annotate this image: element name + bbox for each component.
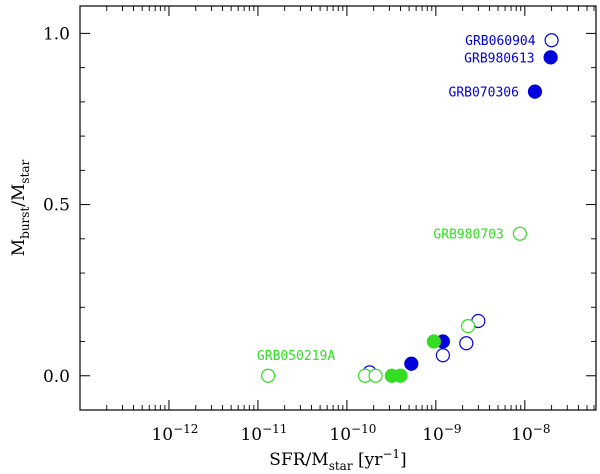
x-tick-labels: 10−12 10−11 10−10 10−9 10−8 xyxy=(151,422,550,445)
annotation-label: GRB070306 xyxy=(449,86,519,101)
green-open-point xyxy=(368,368,383,383)
y-tick-label: 0.5 xyxy=(43,196,70,216)
blue-filled-point xyxy=(543,50,558,65)
y-label-sep: /M xyxy=(9,184,29,207)
x-tick-base: 10 xyxy=(329,425,351,445)
blue-filled-point xyxy=(404,356,419,371)
x-tick-base: 10 xyxy=(151,425,173,445)
blue-open-point xyxy=(435,348,451,363)
annotation-label: GRB050219A xyxy=(257,349,335,364)
x-tick-base: 10 xyxy=(511,425,533,445)
x-tick-base: 10 xyxy=(422,425,444,445)
green-open-point xyxy=(260,368,276,383)
x-label-sup: −1 xyxy=(382,447,400,461)
y-label-sub2: star xyxy=(18,159,32,183)
y-label-sub1: burst xyxy=(18,207,32,239)
x-tick-label: 10−8 xyxy=(511,422,550,445)
axis-ticks xyxy=(80,6,596,411)
annotation-label: GRB060904 xyxy=(465,34,536,49)
x-tick-base: 10 xyxy=(240,425,262,445)
y-tick-labels: 0.0 0.5 1.0 xyxy=(43,24,70,386)
x-tick-label: 10−11 xyxy=(240,422,287,445)
green-open-point xyxy=(460,319,476,334)
point-annotations: GRB060904 GRB980613 GRB070306 GRB980703 GRB0… xyxy=(257,34,536,364)
annotation-label: GRB980703 xyxy=(433,228,503,243)
x-tick-exp: −10 xyxy=(351,422,376,436)
x-axis-label: SFR/Mstar [yr−1] xyxy=(269,447,406,473)
y-tick-label: 0.0 xyxy=(43,367,70,387)
blue-open-point xyxy=(544,33,559,48)
x-tick-label: 10−10 xyxy=(329,422,376,445)
x-tick-label: 10−9 xyxy=(422,422,461,445)
x-label-sub: star xyxy=(329,459,353,473)
y-label-main: M xyxy=(9,239,29,256)
x-tick-exp: −11 xyxy=(262,422,287,436)
data-points xyxy=(260,33,559,383)
x-tick-exp: −8 xyxy=(533,422,551,436)
x-tick-exp: −12 xyxy=(173,422,198,436)
annotation-label: GRB980613 xyxy=(464,51,534,66)
blue-open-point xyxy=(459,336,474,351)
green-filled-point xyxy=(393,368,408,383)
plot-frame xyxy=(79,5,597,411)
x-tick-exp: −9 xyxy=(444,422,462,436)
green-filled-point xyxy=(426,334,441,349)
x-tick-label: 10−12 xyxy=(151,422,198,445)
blue-filled-point xyxy=(527,84,543,99)
x-label-main: SFR/M xyxy=(269,450,328,470)
y-tick-label: 1.0 xyxy=(43,24,70,44)
x-label-units: [yr xyxy=(353,450,384,470)
green-open-point xyxy=(512,226,527,241)
x-label-close: ] xyxy=(400,450,407,470)
y-axis-label: Mburst/Mstar xyxy=(9,159,32,256)
